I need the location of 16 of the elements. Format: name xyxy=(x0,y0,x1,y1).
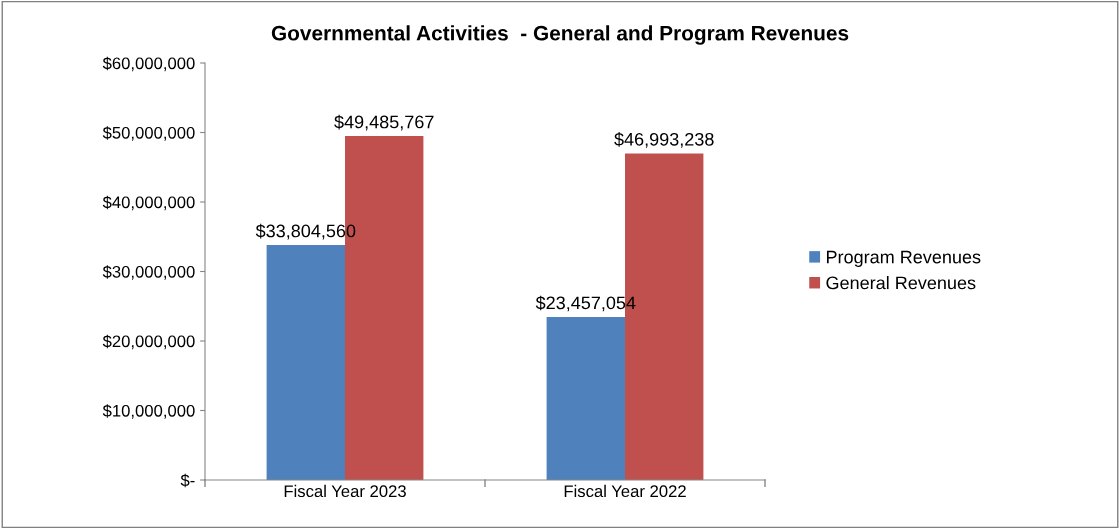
data-label: $46,993,238 xyxy=(614,132,714,148)
y-tick-label: $40,000,000 xyxy=(102,195,195,211)
chart-title: Governmental Activities - General and Program Revenues xyxy=(271,25,849,45)
x-tick-label: Fiscal Year 2023 xyxy=(284,484,406,498)
bar xyxy=(546,316,625,480)
bar xyxy=(266,245,345,480)
y-tick-label: $50,000,000 xyxy=(102,126,195,141)
y-tick-label: $30,000,000 xyxy=(102,265,195,280)
data-label: $49,485,767 xyxy=(334,114,434,131)
y-tick-label: $60,000,000 xyxy=(102,56,195,72)
y-tick-label: $- xyxy=(180,473,195,488)
legend-label: General Revenues xyxy=(826,276,976,290)
x-tick-label: Fiscal Year 2022 xyxy=(564,484,686,498)
y-tick-label: $20,000,000 xyxy=(102,334,195,350)
y-tick-label: $10,000,000 xyxy=(102,404,195,419)
legend-label: Program Revenues xyxy=(826,250,981,267)
